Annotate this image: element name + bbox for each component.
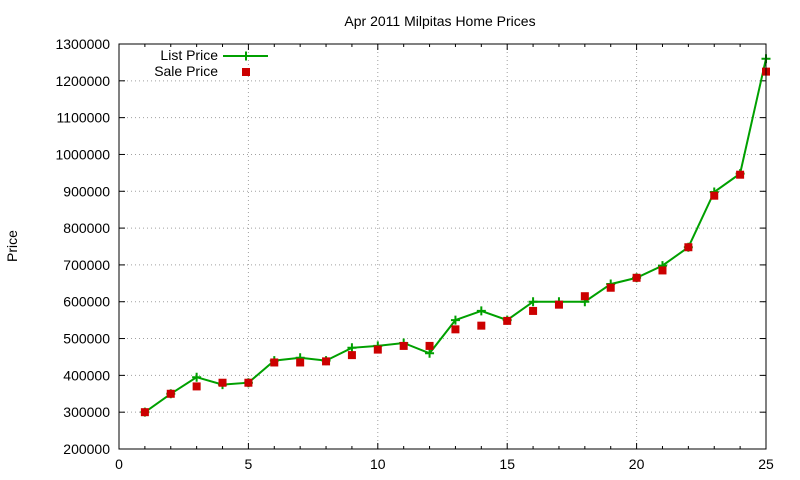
y-tick-label: 1100000 [57,110,111,126]
list-price-point [192,372,202,382]
sale-price-point [347,351,356,360]
sale-price-point [710,191,719,200]
sale-price-point [399,341,408,350]
legend-plus-icon [241,51,251,61]
sale-price-point [554,300,563,309]
sale-price-point [140,408,149,417]
sale-price-point [606,283,615,292]
y-tick-label: 1200000 [55,73,110,89]
sale-price-point [632,273,641,282]
x-tick-label: 0 [115,456,123,472]
sale-price-point [425,341,434,350]
sale-price-point [270,358,279,367]
sale-price-point [218,378,227,387]
axis-ticks: 200000 300000 400000 500000 600000 700000 8000… [55,36,774,472]
sale-price-point [736,170,745,179]
y-tick-label: 600000 [63,294,110,310]
x-tick-label: 10 [370,456,386,472]
y-tick-label: 1300000 [55,36,110,52]
y-tick-label: 700000 [63,257,110,273]
sale-price-point [373,345,382,354]
sale-price-point [192,382,201,391]
y-tick-label: 800000 [63,220,110,236]
sale-price-point [503,316,512,325]
sale-price-point [166,389,175,398]
sale-price-point [477,321,486,330]
sale-price-point [296,358,305,367]
list-price-point [425,348,435,358]
sale-price-point [244,378,253,387]
list-price-point [347,343,357,353]
plot-frame [118,43,767,450]
list-price-point [528,297,538,307]
sale-price-point [580,292,589,301]
legend-label-sale-price: Sale Price [154,63,218,79]
list-price-point [450,315,460,325]
y-tick-label: 1000000 [55,146,110,162]
legend-label-list-price: List Price [160,47,218,63]
x-tick-label: 15 [499,456,515,472]
y-tick-label: 500000 [63,331,110,347]
chart-title: Apr 2011 Milpitas Home Prices [344,13,535,29]
list-price-point [476,306,486,316]
sale-price-point [322,357,331,366]
y-tick-label: 900000 [63,183,110,199]
legend-square-icon [242,68,250,76]
y-tick-label: 400000 [63,367,110,383]
plot-area [140,54,771,417]
sale-price-point [658,266,667,275]
sale-price-point [529,306,538,315]
y-tick-label: 300000 [63,404,110,420]
legend: List Price Sale Price [154,47,268,79]
sale-price-point [451,325,460,334]
x-tick-label: 5 [245,456,253,472]
sale-price-point [684,243,693,252]
x-tick-label: 20 [629,456,645,472]
y-tick-label: 200000 [63,441,110,457]
y-axis-label: Price [4,230,20,262]
x-tick-label: 25 [758,456,774,472]
